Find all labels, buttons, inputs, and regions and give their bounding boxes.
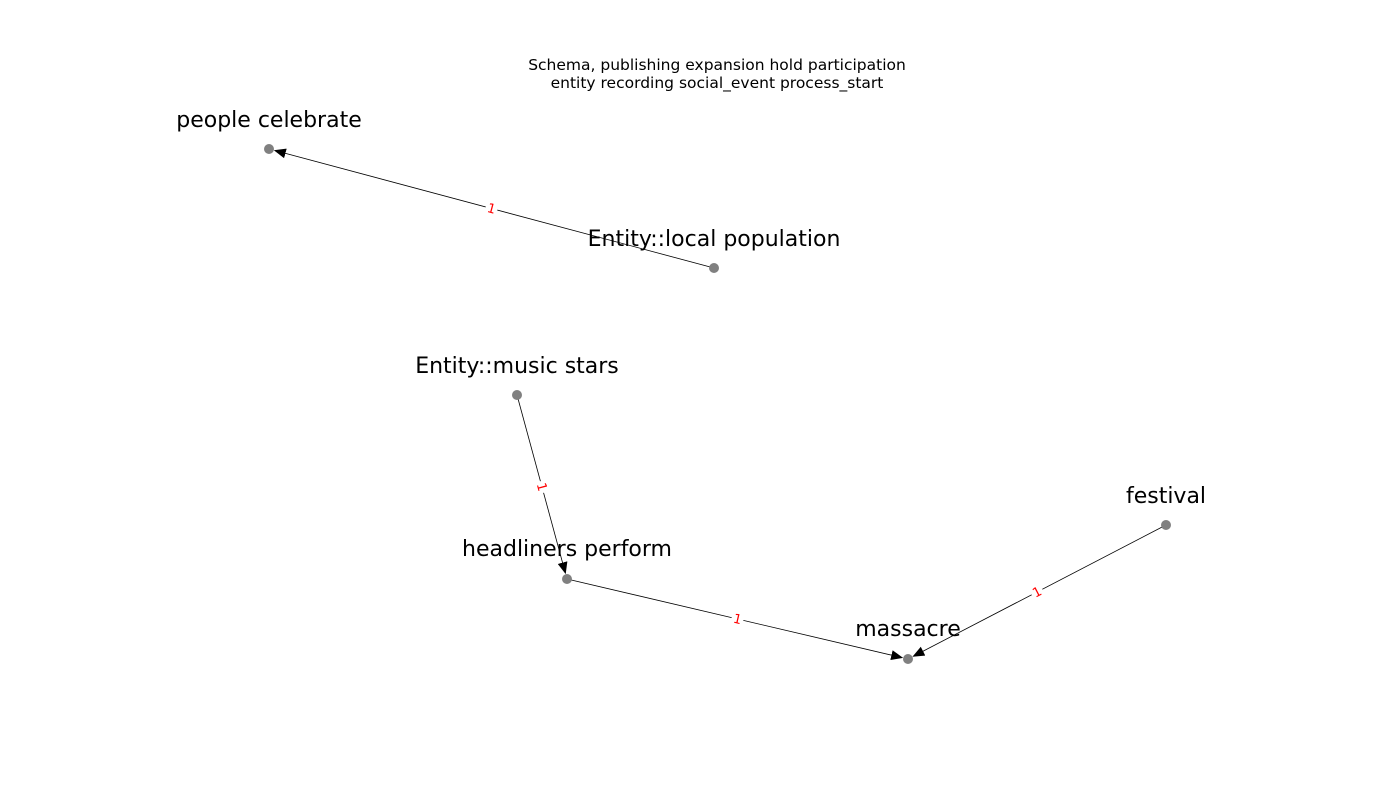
edge-label-background bbox=[532, 479, 552, 495]
graph-title-line-1: Schema, publishing expansion hold partic… bbox=[528, 56, 906, 74]
node-label-festival: festival bbox=[1126, 484, 1206, 509]
edge-weight-label: 1 bbox=[533, 481, 550, 493]
edge-label-background bbox=[483, 199, 500, 218]
node-label-headliners-perform: headliners perform bbox=[462, 537, 672, 562]
node-people-celebrate bbox=[264, 144, 274, 154]
node-massacre bbox=[903, 654, 913, 664]
node-label-music-stars: Entity::music stars bbox=[415, 354, 619, 379]
edge-weight-label: 1 bbox=[485, 201, 497, 218]
node-local-population bbox=[709, 263, 719, 273]
node-label-people-celebrate: people celebrate bbox=[176, 108, 362, 133]
node-headliners-perform bbox=[562, 574, 572, 584]
node-label-local-population: Entity::local population bbox=[588, 227, 841, 252]
edge-label-background bbox=[729, 609, 746, 629]
edge-label-background bbox=[1027, 582, 1047, 602]
edge-weight-label: 1 bbox=[732, 612, 743, 628]
node-festival bbox=[1161, 520, 1171, 530]
node-label-massacre: massacre bbox=[855, 617, 961, 642]
graph-title-line-2: entity recording social_event process_st… bbox=[551, 74, 884, 93]
node-music-stars bbox=[512, 390, 522, 400]
